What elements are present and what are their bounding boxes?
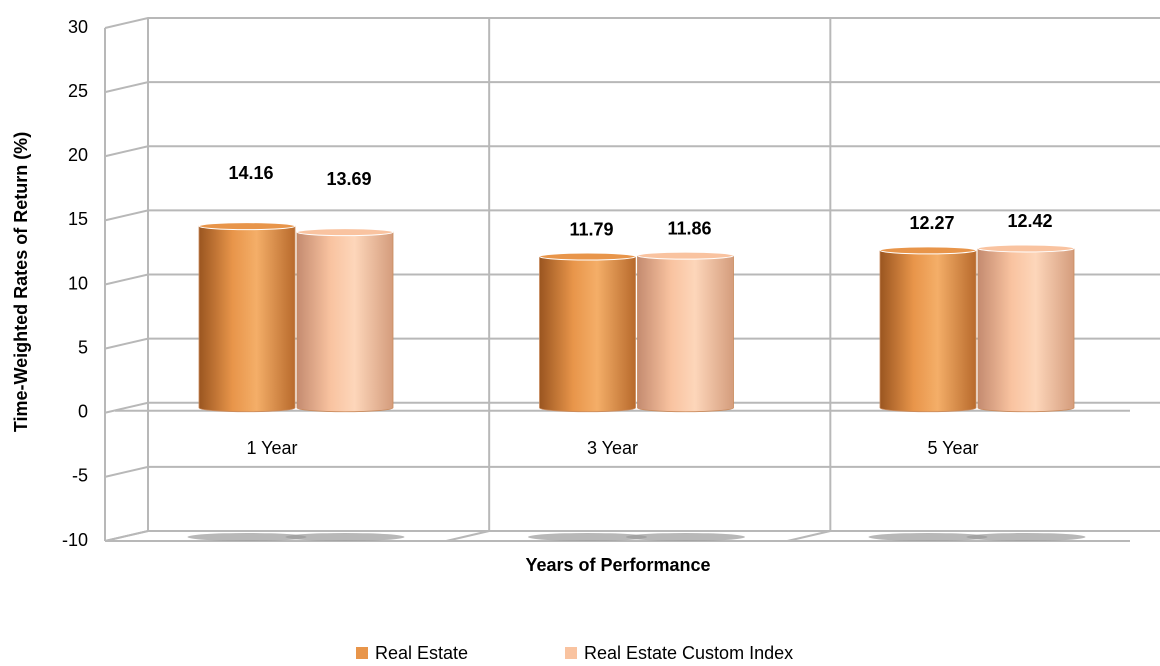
bar xyxy=(977,248,1075,413)
x-tick-label: 3 Year xyxy=(587,438,638,458)
bar xyxy=(296,231,394,413)
grid-line xyxy=(104,530,1160,542)
legend-swatch xyxy=(356,647,368,659)
x-tick-label: 5 Year xyxy=(927,438,978,458)
bar-shadow xyxy=(966,533,1086,541)
x-axis-title: Years of Performance xyxy=(525,555,710,575)
bar-top xyxy=(198,222,296,231)
y-tick-label: 5 xyxy=(78,337,88,357)
bar-shadow xyxy=(868,533,988,541)
bar-top xyxy=(637,251,734,260)
y-tick-label: 20 xyxy=(68,145,88,165)
grid-line xyxy=(104,209,1160,222)
grid-line xyxy=(104,17,1160,29)
bar xyxy=(198,225,296,413)
y-tick-label: 0 xyxy=(78,402,88,422)
floor-line xyxy=(787,530,831,542)
bar xyxy=(637,255,734,413)
grid-line xyxy=(104,273,1160,286)
bar-top xyxy=(296,228,394,237)
grid-line xyxy=(104,337,1160,350)
bar xyxy=(879,249,977,413)
bar xyxy=(539,256,636,413)
bar-top xyxy=(879,246,977,255)
data-label: 12.27 xyxy=(909,213,954,233)
grid-line xyxy=(104,401,1160,414)
x-tick-label: 1 Year xyxy=(246,438,297,458)
y-tick-label: 30 xyxy=(68,17,88,37)
y-axis-title: Time-Weighted Rates of Return (%) xyxy=(11,132,31,432)
bar-shadow xyxy=(527,533,648,541)
grid-line xyxy=(104,145,1160,158)
bar-top xyxy=(977,244,1075,253)
y-tick-label: 25 xyxy=(68,81,88,101)
bar-shadow xyxy=(187,533,307,541)
data-label: 13.69 xyxy=(326,169,371,189)
data-label: 14.16 xyxy=(228,163,273,183)
y-tick-label: -5 xyxy=(72,466,88,486)
y-tick-label: 10 xyxy=(68,273,88,293)
data-label: 11.86 xyxy=(667,218,711,238)
grid-line xyxy=(104,465,1160,478)
y-tick-label: -10 xyxy=(62,530,88,550)
data-label: 12.42 xyxy=(1007,211,1052,231)
legend-label: Real Estate Custom Index xyxy=(584,643,793,663)
bar-shadow xyxy=(625,533,746,541)
floor-line xyxy=(445,530,490,542)
y-tick-label: 15 xyxy=(68,209,88,229)
bar-shadow xyxy=(285,533,405,541)
grid-line xyxy=(104,81,1160,94)
legend-label: Real Estate xyxy=(375,643,468,663)
legend-swatch xyxy=(565,647,577,659)
bar-top xyxy=(539,252,636,261)
data-label: 11.79 xyxy=(569,219,613,239)
